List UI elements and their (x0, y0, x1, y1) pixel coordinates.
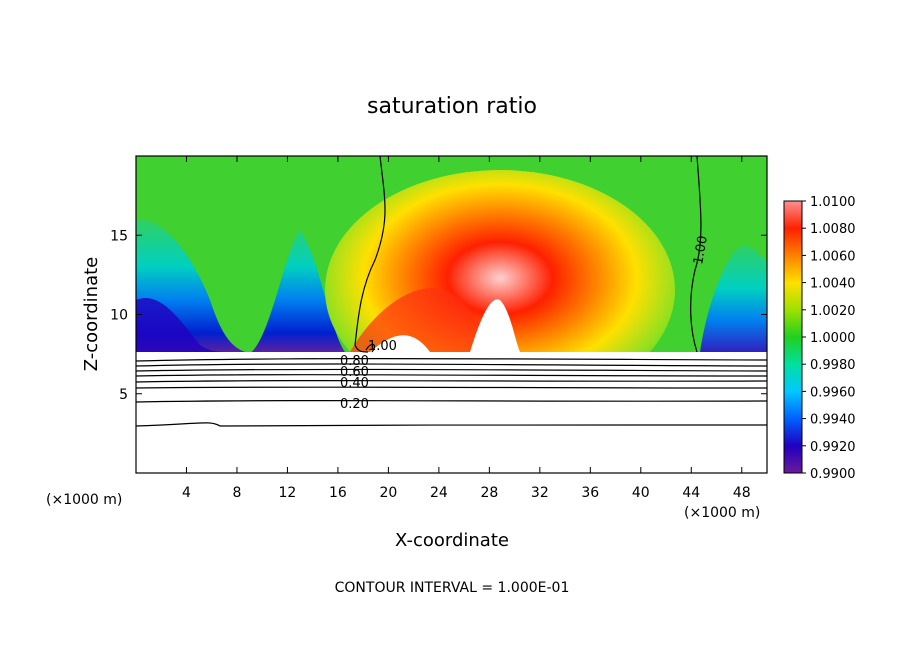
colorbar-tick-label: 0.9900 (810, 467, 856, 482)
colorbar-tick-label: 0.9960 (810, 385, 856, 400)
y-tick-label: 5 (119, 387, 128, 403)
colorbar-tick-label: 1.0100 (810, 195, 856, 210)
x-tick-label: 44 (682, 485, 700, 501)
y-tick-label: 15 (110, 228, 128, 244)
colorbar-ticks: 0.9900 0.9920 0.9940 0.9960 0.9980 1.0000 1.00… (802, 195, 856, 482)
x-tick-label: 20 (379, 485, 397, 501)
chart-title: saturation ratio (367, 94, 537, 119)
y-tick-label: 10 (110, 308, 128, 324)
colorbar-tick-label: 1.0000 (810, 331, 856, 346)
contour-label: 1.00 (368, 339, 397, 354)
x-axis-ticks: 4 8 12 16 20 24 28 32 36 40 44 48 (182, 156, 751, 501)
colorbar-tick-label: 0.9940 (810, 413, 856, 428)
x-tick-label: 32 (531, 485, 549, 501)
colorbar-tick-label: 0.9980 (810, 358, 856, 373)
x-unit-label: (×1000 m) (684, 505, 760, 521)
colorbar-tick-label: 0.9920 (810, 440, 856, 455)
x-tick-label: 12 (279, 485, 297, 501)
y-axis-ticks: 5 10 15 (110, 228, 767, 403)
x-tick-label: 40 (632, 485, 650, 501)
contour-label: 0.20 (340, 397, 369, 412)
contour-interval-note: CONTOUR INTERVAL = 1.000E-01 (335, 580, 570, 596)
x-tick-label: 4 (182, 485, 191, 501)
contour-label: 0.40 (340, 376, 369, 391)
x-tick-label: 24 (430, 485, 448, 501)
contour-label: 0.60 (340, 365, 369, 380)
z-unit-label: (×1000 m) (46, 492, 122, 508)
x-axis-label: X-coordinate (395, 530, 509, 551)
colorbar-tick-label: 1.0060 (810, 249, 856, 264)
x-tick-label: 48 (733, 485, 751, 501)
colorbar (783, 200, 803, 474)
colorbar-tick-label: 1.0080 (810, 222, 856, 237)
contour-lines (136, 156, 767, 427)
contour-label-group: 1.00 1.00 0.80 0.60 0.40 0.20 (340, 235, 711, 412)
y-axis-label: Z-coordinate (81, 257, 102, 372)
colorbar-tick-label: 1.0040 (810, 277, 856, 292)
x-tick-label: 28 (480, 485, 498, 501)
x-tick-label: 16 (329, 485, 347, 501)
colorbar-tick-label: 1.0020 (810, 304, 856, 319)
contour-label: 1.00 (691, 235, 711, 266)
saturation-field (136, 156, 767, 473)
x-tick-label: 8 (232, 485, 241, 501)
x-tick-label: 36 (581, 485, 599, 501)
contour-label: 0.80 (340, 354, 369, 369)
